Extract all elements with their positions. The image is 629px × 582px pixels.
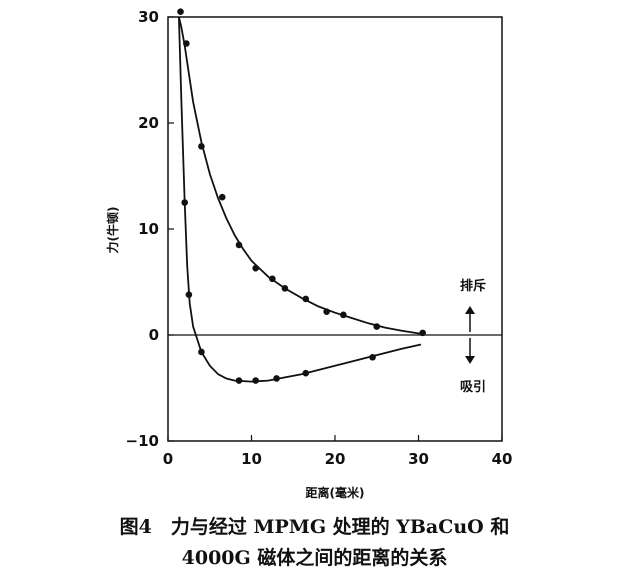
attractive-data-point — [185, 291, 193, 299]
y-tick-label: 10 — [138, 220, 159, 238]
y-axis-label: 力(牛顿) — [105, 207, 120, 254]
repulsive-data-point — [269, 275, 276, 283]
y-tick-label: 20 — [138, 114, 159, 132]
attractive-data-point — [252, 377, 259, 384]
repulsive-data-point — [323, 308, 330, 315]
repulsive-data-point — [340, 311, 347, 319]
y-tick-label: 30 — [138, 8, 159, 26]
annotation-repulsion: 排斥 — [460, 278, 486, 294]
repulsive-data-point — [198, 143, 205, 150]
repulsive-data-point — [302, 295, 310, 303]
attractive-data-point — [235, 377, 243, 384]
attractive-data-point — [273, 375, 280, 382]
annotation-arrowhead-up — [465, 306, 475, 314]
repulsive-data-point — [235, 241, 243, 249]
attractive-data-point — [302, 369, 310, 377]
annotation-arrowhead-down — [465, 356, 475, 364]
x-tick-label: 0 — [163, 450, 173, 468]
figure-caption-line-1: 图4 力与经过 MPMG 处理的 YBaCuO 和 — [119, 516, 510, 538]
attractive-data-point — [198, 348, 205, 356]
x-tick-label: 20 — [325, 450, 346, 468]
repulsive-data-point — [218, 193, 226, 201]
plot-frame — [167, 16, 503, 442]
repulsive-data-point — [183, 40, 190, 47]
repulsive-data-point — [252, 264, 259, 272]
attractive-force-curve — [178, 16, 422, 383]
repulsive-force-curve — [178, 16, 426, 336]
attractive-data-point — [177, 8, 184, 15]
repulsive-data-point — [419, 329, 426, 337]
x-tick-label: 40 — [492, 450, 513, 468]
annotation-attraction: 吸引 — [460, 380, 486, 395]
repulsive-data-point — [281, 285, 289, 292]
x-tick-label: 10 — [241, 450, 262, 468]
figure-caption-line-2: 4000G 磁体之间的距离的关系 — [181, 547, 448, 569]
attractive-data-point — [369, 353, 376, 361]
y-tick-label: 0 — [149, 326, 159, 344]
x-axis-label: 距离(毫米) — [306, 485, 365, 500]
y-tick-label: −10 — [126, 432, 159, 450]
x-tick-label: 30 — [408, 450, 429, 468]
attractive-data-point — [181, 199, 188, 206]
repulsive-data-point — [373, 323, 381, 330]
